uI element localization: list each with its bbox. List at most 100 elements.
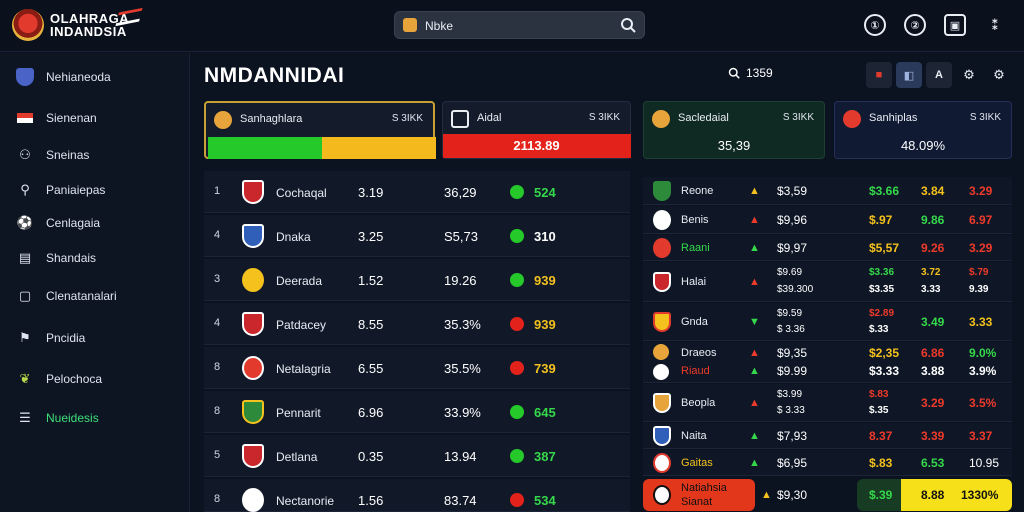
- sidebar-item-8[interactable]: ⚑ Pncidia: [16, 326, 85, 350]
- team-name: Natiahsia: [681, 482, 727, 494]
- value-1: 0.35: [358, 449, 384, 464]
- odds-2: $.83: [869, 389, 889, 400]
- sidebar-item-label: Nueidesis: [46, 411, 99, 425]
- search-input[interactable]: Nbke: [425, 19, 454, 33]
- odds-2-sub: $.33: [869, 324, 889, 335]
- sidebar-item-6[interactable]: ▤ Shandais: [16, 246, 96, 270]
- table-row[interactable]: Reone ▲ $3,59 $3.66 3.84 3.29: [643, 177, 1012, 205]
- odds-3: 3.49: [921, 315, 945, 329]
- progress-yellow: [322, 137, 436, 159]
- stop-button[interactable]: ■: [866, 62, 892, 88]
- card-big-value: 35,39: [717, 138, 751, 153]
- sidebar-item-10[interactable]: ☰ Nueidesis: [16, 406, 99, 430]
- odds-1: $9,97: [777, 241, 808, 255]
- summary-card-3[interactable]: Sacledaial S 3IKK 35,39: [643, 101, 825, 159]
- top-bar: OLAHRAGA INDANDSIA Nbke ① ② ▣ ⁑: [0, 0, 1024, 52]
- table-row[interactable]: 8 Netalagria 6.55 35.5% 739: [204, 347, 630, 389]
- brand-name[interactable]: OLAHRAGA INDANDSIA: [50, 12, 129, 38]
- table-row[interactable]: Draeos Riaud ▲ ▲ $9,35 $9.99 $2,35 $3.33…: [643, 342, 1012, 383]
- sidebar-item-1[interactable]: Nehianeoda: [16, 65, 111, 89]
- table-row[interactable]: Beopla ▲ $3.99 $ 3.33 $.83 $.35 3.29 3.5…: [643, 384, 1012, 422]
- table-row[interactable]: 8 Nectanorie 1.56 83.74 534: [204, 479, 630, 512]
- trend-arrow-icon: ▲: [749, 347, 760, 359]
- sidebar-item-5[interactable]: ⚽ Cenlagaia: [16, 211, 100, 235]
- value-3: 939: [534, 317, 556, 332]
- team-crest: [653, 210, 671, 230]
- odds-2: $5,57: [869, 241, 900, 255]
- team-name-sub: Riaud: [681, 365, 710, 377]
- summary-card-4[interactable]: Sanhiplas S 3IKK 48.09%: [834, 101, 1012, 159]
- odds-1: $9,35: [777, 346, 808, 360]
- team-name: Cochaqal: [276, 186, 327, 200]
- chat-icon: ▢: [18, 288, 32, 303]
- table-row-highlighted[interactable]: Natiahsia Sianat ▲ $9,30 $.39 8.88 1330%: [643, 477, 1012, 512]
- sidebar-item-3[interactable]: ⚇ Sneinas: [16, 143, 89, 167]
- rate-display: 1359: [728, 66, 773, 80]
- table-row[interactable]: 5 Detlana 0.35 13.94 387: [204, 435, 630, 477]
- table-row[interactable]: Gnda ▼ $9.59 $ 3.36 $2.89 $.33 3.49 3.33: [643, 303, 1012, 341]
- ball-icon: ⚽: [16, 215, 34, 230]
- trend-arrow-icon: ▲: [749, 430, 760, 442]
- team-crest: [653, 393, 671, 413]
- progress-red: [443, 134, 631, 158]
- team-crest: [653, 426, 671, 446]
- table-row[interactable]: Halai ▲ $9.69 $39.300 $3.36 $3.35 3.72 3…: [643, 262, 1012, 302]
- sidebar-item-9[interactable]: ❦ Pelochoca: [16, 367, 103, 391]
- window-icon[interactable]: ▣: [944, 14, 966, 36]
- value-2: 33.9%: [444, 405, 481, 420]
- page-title: NMDANNIDAI: [204, 64, 345, 87]
- odds-4-sub: 3.9%: [969, 364, 997, 378]
- status-dot: [510, 361, 524, 375]
- team-crest: [653, 364, 669, 380]
- summary-card-2[interactable]: Aidal S 3IKK 2113.89: [442, 101, 631, 159]
- odds-2: $2,35: [869, 346, 900, 360]
- value-3: 387: [534, 449, 556, 464]
- table-row[interactable]: 8 Pennarit 6.96 33.9% 645: [204, 391, 630, 433]
- search-bar[interactable]: Nbke: [394, 11, 645, 39]
- table-row[interactable]: 3 Deerada 1.52 19.26 939: [204, 259, 630, 301]
- trend-arrow-icon: ▲: [761, 489, 772, 501]
- settings-icon[interactable]: ⚙: [993, 67, 1005, 82]
- rank: 4: [214, 317, 221, 329]
- odds-3: 9.86: [921, 213, 945, 227]
- team-name: Beopla: [681, 397, 716, 409]
- info-icon[interactable]: ①: [864, 14, 886, 36]
- team-name: Netalagria: [276, 362, 331, 376]
- settings-icon[interactable]: ⁑: [991, 16, 999, 33]
- table-row[interactable]: 1 Cochaqal 3.19 36,29 524: [204, 171, 630, 213]
- value-3: 534: [534, 493, 556, 508]
- odds-4: 3.29: [969, 184, 993, 198]
- search-icon[interactable]: [620, 17, 636, 33]
- team-name: Deerada: [276, 274, 323, 288]
- search-icon[interactable]: [728, 67, 740, 79]
- table-row[interactable]: 4 Dnaka 3.25 S5,73 310: [204, 215, 630, 257]
- team-name: Gaitas: [681, 457, 713, 469]
- team-name: Gnda: [681, 316, 708, 328]
- sidebar-item-2[interactable]: Sienenan: [16, 106, 97, 130]
- text-button[interactable]: A: [926, 62, 952, 88]
- gear-icon[interactable]: ⚙: [963, 67, 975, 82]
- sidebar-item-7[interactable]: ▢ Clenatanalari: [16, 284, 117, 308]
- odds-1: $7,93: [777, 429, 808, 443]
- odds-1-sub: $39.300: [777, 284, 814, 295]
- sidebar-item-4[interactable]: ⚲ Paniaiepas: [16, 178, 105, 202]
- table-row[interactable]: Naita ▲ $7,93 8.37 3.39 3.37: [643, 423, 1012, 449]
- odds-1-sub: $ 3.33: [777, 405, 805, 416]
- table-row[interactable]: Raani ▲ $9,97 $5,57 9.26 3.29: [643, 235, 1012, 261]
- odds-2: $3.66: [869, 184, 900, 198]
- summary-card-1[interactable]: Sanhaghlara S 3IKK: [204, 101, 436, 159]
- value-1: 3.19: [358, 185, 384, 200]
- value-2: 35.3%: [444, 317, 481, 332]
- brand-logo[interactable]: [12, 9, 44, 41]
- odds-1: $3,59: [777, 184, 808, 198]
- status-dot: [510, 405, 524, 419]
- odds-3: 6.53: [921, 456, 945, 470]
- table-row[interactable]: 4 Patdacey 8.55 35.3% 939: [204, 303, 630, 345]
- help-icon[interactable]: ②: [904, 14, 926, 36]
- team-crest: [653, 181, 671, 201]
- table-row[interactable]: Benis ▲ $9,96 $.97 9.86 6.97: [643, 206, 1012, 234]
- layout-button[interactable]: ◧: [896, 62, 922, 88]
- trend-arrow-icon: ▲: [749, 365, 760, 377]
- team-crest: [653, 453, 671, 473]
- table-row[interactable]: Gaitas ▲ $6,95 $.83 6.53 10.95: [643, 450, 1012, 476]
